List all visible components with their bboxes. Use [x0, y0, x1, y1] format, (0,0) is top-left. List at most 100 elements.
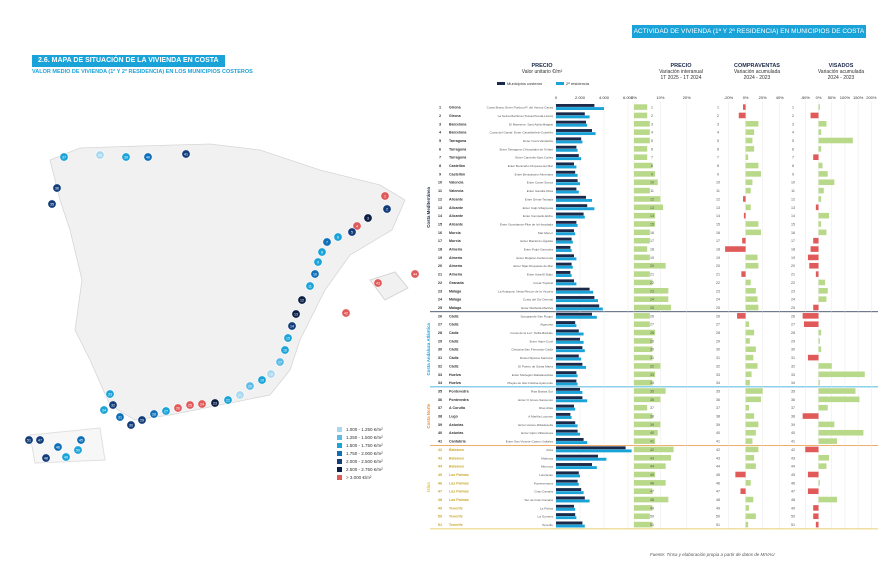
- row-number: 4: [439, 131, 442, 135]
- row-number-var: 5: [651, 139, 653, 143]
- map-marker-label: 10: [313, 272, 317, 276]
- row-number-var: 12: [650, 197, 654, 201]
- bar-second-home: [556, 491, 584, 495]
- map-marker: 27: [161, 406, 171, 416]
- bar-second-home: [556, 232, 576, 236]
- map-marker-label: 42: [344, 311, 348, 315]
- map-marker: 49: [61, 452, 71, 462]
- map-marker: 42: [341, 308, 351, 318]
- bar-coastal: [556, 195, 586, 199]
- map-marker-dot: [61, 452, 71, 462]
- row-number-vis: 19: [791, 256, 795, 260]
- map-marker-label: 8: [321, 250, 323, 254]
- map-marker-dot: [305, 281, 315, 291]
- row-number-vis: 36: [791, 398, 795, 402]
- vis-title: VISADOS: [828, 63, 854, 69]
- map-subtitle: VALOR MEDIO DE VIVIENDA (1ª Y 2ª RESIDEN…: [32, 69, 253, 75]
- row-province: Almería: [449, 248, 463, 252]
- map-markers: 1234567891011121314151617181920212223242…: [24, 149, 420, 463]
- map-marker: 35: [47, 199, 57, 209]
- row-number-vis: 29: [791, 339, 795, 343]
- map-marker-dot: [257, 375, 267, 385]
- bar-coastal: [556, 362, 583, 366]
- map-marker-dot: [52, 183, 62, 193]
- bar-price-change: [634, 154, 648, 160]
- row-number-var: 37: [650, 406, 654, 410]
- map-marker-dot: [245, 381, 255, 391]
- bar-sales-change: [745, 446, 759, 453]
- map-marker: 33: [105, 389, 115, 399]
- bar-second-home: [556, 382, 578, 386]
- row-number-var: 24: [650, 298, 654, 302]
- map-marker: 28: [149, 409, 159, 419]
- row-zone: La Gomera: [538, 515, 554, 519]
- map-marker-label: 26: [176, 406, 180, 410]
- row-number-vis: 10: [791, 181, 795, 185]
- map-marker: 29: [137, 415, 147, 425]
- tick-label: -50%: [801, 95, 811, 100]
- row-province: Cádiz: [449, 331, 459, 335]
- row-number-vis: 28: [791, 331, 795, 335]
- bar-coastal: [556, 387, 580, 391]
- row-number: 19: [438, 256, 442, 260]
- row-number: 40: [438, 431, 442, 435]
- row-province: Málaga: [449, 298, 462, 302]
- bar-second-home: [556, 282, 577, 286]
- bar-permits-change: [805, 446, 819, 453]
- bar-sales-change: [745, 371, 752, 378]
- legend-swatch: [337, 458, 342, 464]
- row-zone: A Mariña Lucense: [528, 415, 553, 419]
- bar-coastal: [556, 421, 576, 425]
- row-number-vis: 22: [791, 281, 795, 285]
- row-zone: Tenerife: [542, 523, 553, 527]
- row-number-vis: 40: [791, 431, 795, 435]
- bar-price-change: [634, 521, 653, 528]
- bar-permits-change: [818, 329, 822, 336]
- var-title: PRECIO: [670, 63, 692, 69]
- row-number-comp: 44: [716, 465, 720, 469]
- row-number-comp: 13: [716, 206, 720, 210]
- bar-second-home: [556, 198, 592, 202]
- bar-second-home: [556, 332, 584, 336]
- row-number-var: 17: [650, 239, 654, 243]
- bar-sales-change: [745, 463, 756, 469]
- legend-label: 1.000 - 1.250 €/m²: [346, 426, 383, 432]
- row-province: Girona: [449, 106, 462, 110]
- map-marker: 36: [52, 183, 62, 193]
- bar-second-home: [556, 157, 582, 161]
- row-number-vis: 9: [792, 172, 794, 176]
- bar-sales-change: [745, 154, 749, 160]
- bar-sales-change: [745, 513, 756, 520]
- bar-sales-change: [745, 363, 758, 369]
- row-province: Tarragona: [449, 156, 467, 160]
- map-marker-label: 21: [238, 393, 242, 397]
- bar-coastal: [556, 204, 588, 208]
- bar-second-home: [556, 466, 597, 470]
- row-zone: Costa del Sol Oriental: [523, 298, 553, 302]
- map-marker: 20: [245, 381, 255, 391]
- map-marker-label: 41: [184, 152, 188, 156]
- row-number-var: 44: [650, 465, 654, 469]
- bar-sales-change: [745, 438, 753, 444]
- row-number: 25: [438, 306, 442, 310]
- row-number: 48: [438, 498, 442, 502]
- row-number-comp: 34: [716, 381, 720, 385]
- row-province: Lugo: [449, 415, 459, 419]
- map-marker-label: 20: [248, 384, 252, 388]
- map-marker-dot: [35, 435, 45, 445]
- tick-label: 0%: [631, 95, 637, 100]
- row-number-vis: 14: [791, 214, 795, 218]
- bar-second-home: [556, 115, 590, 119]
- row-zone: Enter Campello-Elche: [523, 214, 553, 218]
- row-number: 21: [438, 273, 442, 277]
- row-zone: Enter Níjar-Roquetas de Mar: [513, 264, 553, 268]
- row-province: Castellón: [449, 172, 465, 176]
- activity-banner: ACTIVIDAD DE VIVIENDA (1ª Y 2ª RESIDENCI…: [632, 25, 866, 38]
- bar-sales-change: [745, 480, 751, 486]
- row-number-var: 23: [650, 289, 654, 293]
- row-number: 8: [439, 164, 441, 168]
- row-number-var: 29: [650, 339, 654, 343]
- bar-price-change: [634, 446, 674, 453]
- group-label: Costa Andaluza Atlántica: [426, 323, 431, 376]
- bar-coastal: [556, 337, 580, 341]
